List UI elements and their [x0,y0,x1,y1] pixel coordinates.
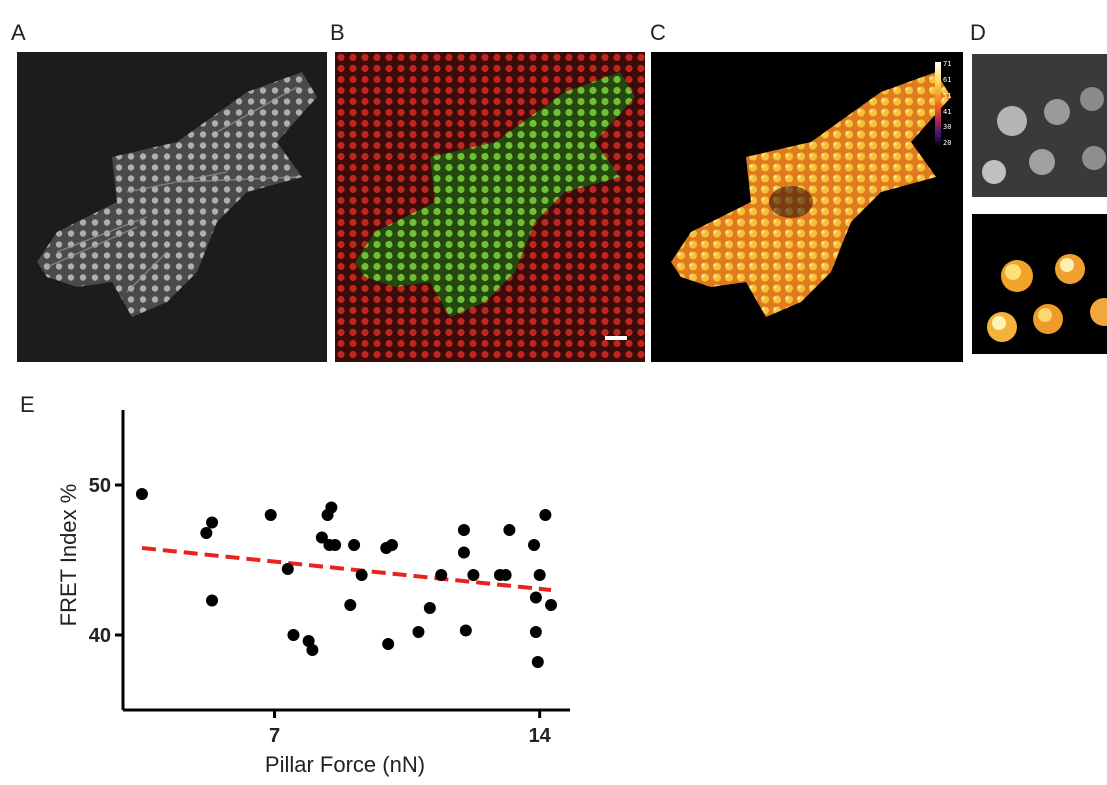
data-point [499,569,512,581]
data-point [344,599,357,611]
y-tick-label: 40 [89,625,111,647]
data-point [503,524,516,536]
data-point [385,539,398,551]
data-point [529,626,542,638]
data-point [457,524,470,536]
data-point [412,626,425,638]
data-point [348,539,361,551]
micrograph-d-bottom [972,214,1107,354]
micrograph-a [17,52,327,362]
data-point [531,656,544,668]
x-tick-label: 7 [269,725,280,747]
x-axis-label: Pillar Force (nN) [265,752,425,777]
micrograph-b [335,52,645,362]
x-tick-label: 14 [529,725,552,747]
data-point [529,591,542,604]
micrograph-d-top [972,54,1107,197]
data-point [206,594,219,607]
data-point [467,569,480,581]
colorbar-tick: 71 [943,60,951,68]
panel-label-d: D [970,20,986,45]
data-point [355,569,368,581]
y-axis-label: FRET Index % [56,484,81,627]
scale-bar [605,336,627,340]
data-point [281,563,294,575]
data-point [329,539,342,551]
data-point [200,527,213,539]
trend-line [141,546,552,592]
data-point [135,488,148,500]
data-point [302,635,315,647]
data-point [457,546,470,559]
data-point [287,629,300,641]
data-point [382,638,395,650]
data-point [315,531,328,544]
colorbar-tick: 51 [943,92,951,100]
data-point [528,539,541,551]
data-point [325,501,338,514]
data-point [545,599,558,611]
data-point [264,509,277,521]
data-point [306,644,319,656]
colorbar-tick: 41 [943,108,951,116]
colorbar [935,62,941,147]
data-point [539,509,552,521]
colorbar-tick: 20 [943,139,951,147]
data-point [435,569,448,581]
data-point [423,602,436,614]
micrograph-c: 71 61 51 41 30 20 [651,52,963,362]
data-point [533,569,546,581]
panel-label-c: C [650,20,666,45]
panel-label-e: E [20,392,35,417]
panel-label-b: B [330,20,345,45]
data-point [459,624,472,637]
data-point [206,516,219,529]
colorbar-tick: 61 [943,76,951,84]
panel-label-a: A [11,20,26,45]
y-tick-label: 50 [89,475,111,497]
colorbar-tick: 30 [943,123,951,131]
scatter-chart: 7 14 40 50 Pillar Force (nN) FRET Index % [56,410,570,777]
